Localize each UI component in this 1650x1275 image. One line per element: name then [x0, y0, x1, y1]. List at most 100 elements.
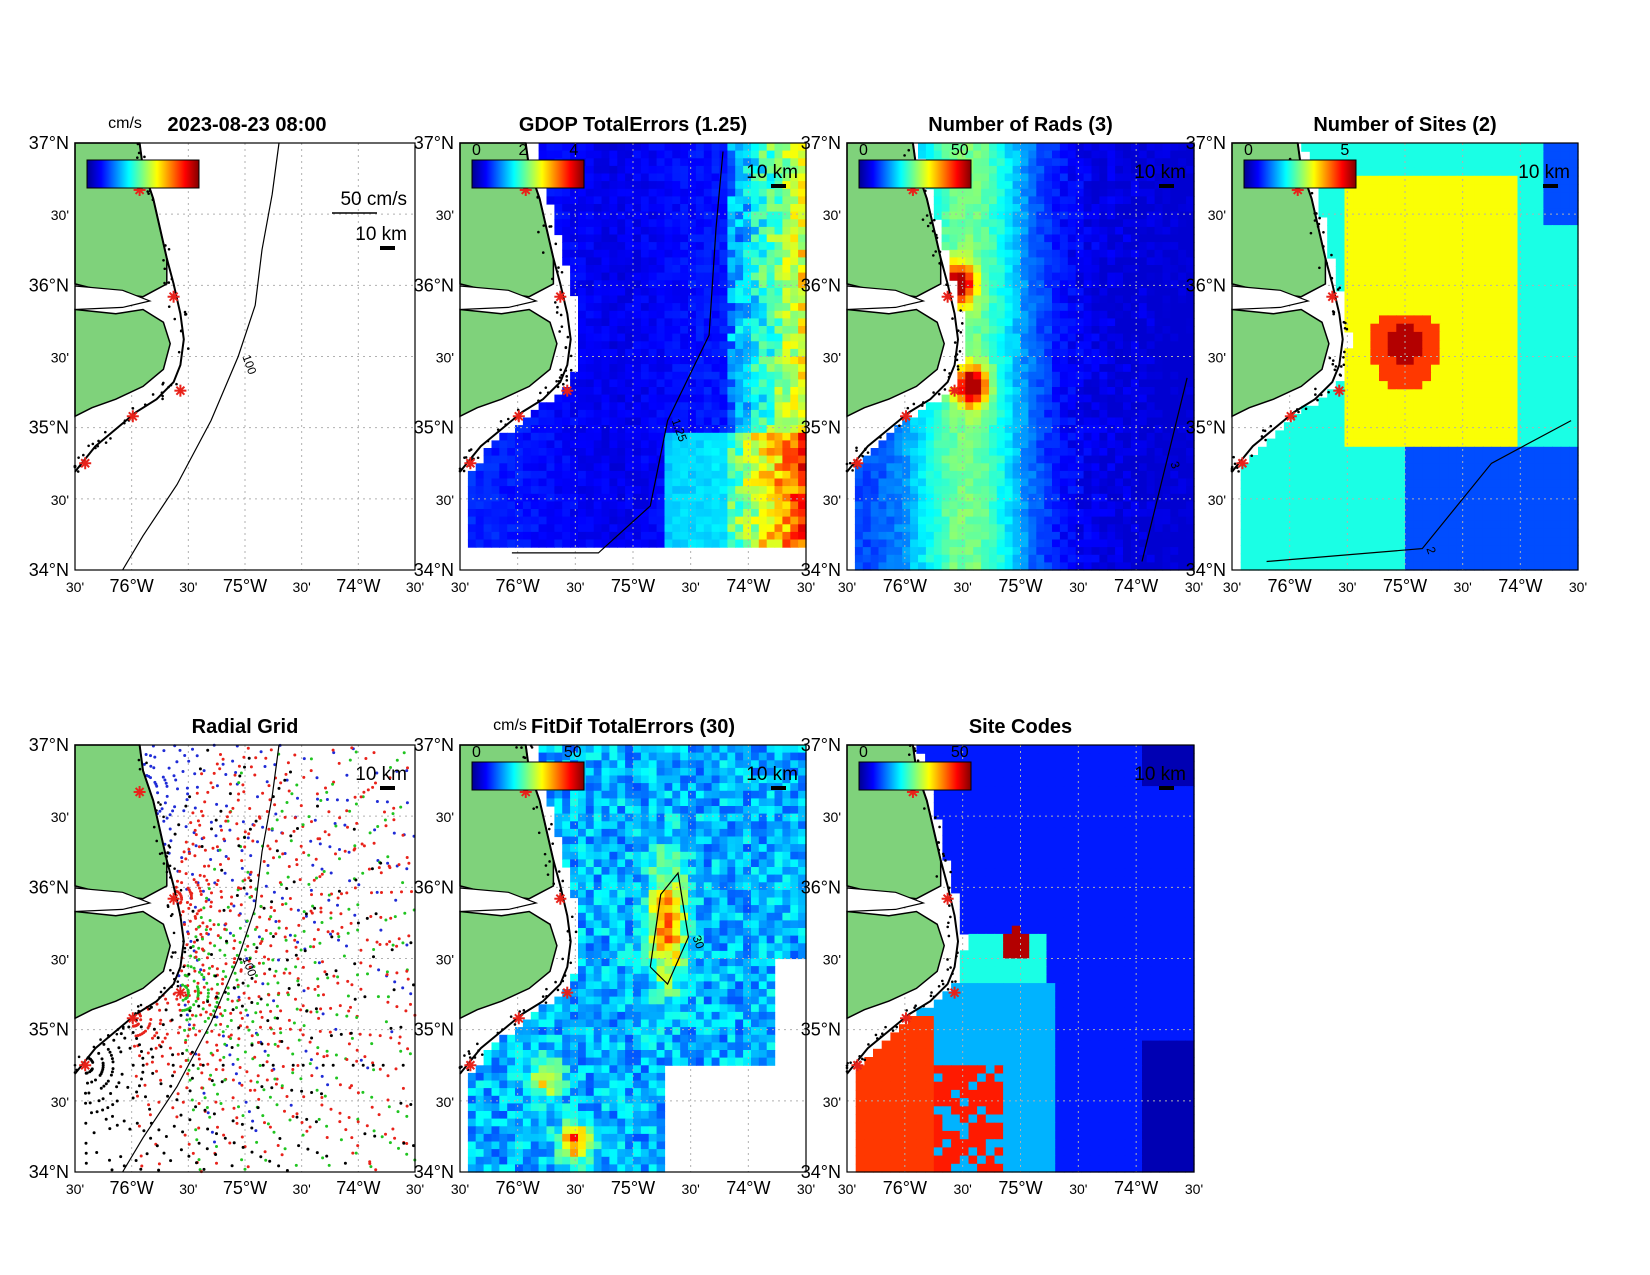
data-cell: [1020, 486, 1029, 495]
data-cell: [1020, 165, 1029, 175]
data-cell: [941, 242, 951, 251]
data-cell: [1036, 204, 1045, 213]
data-cell: [894, 501, 903, 510]
data-cell: [996, 196, 1006, 205]
data-cell: [1123, 333, 1132, 342]
data-cell: [766, 531, 776, 541]
data-cell: [1178, 310, 1187, 319]
data-cell: [1059, 364, 1069, 373]
data-cell: [562, 440, 571, 449]
data-cell: [758, 219, 768, 228]
data-cell: [1044, 417, 1053, 426]
data-cell: [854, 501, 864, 510]
data-cell: [719, 211, 728, 220]
data-cell: [941, 470, 951, 480]
data-cell: [664, 448, 673, 457]
data-cell: [546, 440, 555, 449]
coastal-island-dot: [565, 375, 569, 378]
data-cell: [593, 425, 603, 434]
data-cell: [719, 165, 728, 175]
data-cell: [973, 158, 982, 167]
data-cell: [735, 379, 744, 388]
data-cell: [957, 455, 966, 464]
contour-line: [511, 151, 724, 554]
data-cell: [1138, 348, 1148, 358]
data-cell: [1560, 151, 1570, 160]
data-cell: [515, 486, 524, 495]
data-cell: [1123, 509, 1132, 518]
data-cell: [680, 348, 689, 358]
data-cell: [1130, 501, 1140, 510]
data-cell: [790, 173, 799, 182]
data-cell: [585, 188, 595, 197]
data-cell: [1130, 509, 1140, 518]
x-tick-label: 30': [451, 579, 469, 595]
data-cell: [981, 257, 990, 266]
data-cell: [1028, 448, 1037, 457]
data-cell: [1052, 493, 1061, 502]
data-cell: [585, 394, 595, 403]
data-cell: [1036, 394, 1045, 403]
data-cell: [918, 463, 927, 472]
coastal-island-dot: [953, 341, 957, 344]
data-cell: [1130, 531, 1140, 541]
contour-line: [122, 142, 280, 571]
data-cell: [973, 226, 982, 236]
coastal-island-dot: [564, 346, 568, 349]
data-cell: [633, 455, 642, 464]
data-cell: [719, 196, 728, 205]
data-cell: [703, 265, 713, 274]
data-cell: [735, 486, 744, 495]
data-cell: [1162, 211, 1171, 220]
data-cell: [1044, 554, 1053, 563]
data-cell: [601, 265, 610, 274]
data-cell: [1020, 509, 1029, 518]
data-cell: [1162, 234, 1171, 243]
data-cell: [601, 181, 610, 190]
data-cell: [1012, 455, 1022, 464]
data-cell: [973, 219, 982, 228]
data-cell: [1059, 562, 1069, 571]
data-cell: [578, 478, 587, 487]
data-cell: [1107, 272, 1116, 281]
data-cell: [1178, 287, 1187, 297]
data-cell: [1162, 272, 1171, 281]
data-cell: [1123, 402, 1132, 411]
data-cell: [672, 470, 681, 480]
data-cell: [941, 539, 951, 548]
data-cell: [918, 501, 927, 510]
data-cell: [672, 501, 681, 510]
data-cell: [1083, 501, 1093, 510]
data-cell: [1186, 501, 1195, 510]
data-cell: [1028, 524, 1037, 533]
data-cell: [1012, 394, 1022, 403]
data-cell: [973, 371, 982, 380]
data-cell: [1075, 356, 1085, 365]
data-cell: [751, 280, 760, 289]
data-cell: [1083, 509, 1093, 518]
data-cell: [918, 531, 927, 541]
data-cell: [1335, 151, 1346, 160]
data-cell: [672, 287, 681, 297]
data-cell: [1099, 524, 1108, 533]
data-cell: [1067, 219, 1077, 228]
data-cell: [996, 547, 1006, 556]
data-cell: [1115, 249, 1124, 258]
data-cell: [758, 188, 768, 197]
data-cell: [1344, 151, 1354, 160]
data-cell: [1146, 257, 1156, 266]
y-tick-label: 35°N: [801, 418, 841, 438]
current-vector-arrow: [0, 0, 356, 482]
current-vector-arrow: [0, 0, 369, 307]
data-cell: [585, 448, 595, 457]
data-cell: [593, 287, 603, 297]
data-cell: [491, 516, 500, 525]
data-cell: [617, 409, 626, 419]
data-cell: [695, 181, 705, 190]
data-cell: [1170, 501, 1179, 510]
data-cell: [1052, 333, 1061, 342]
data-cell: [1044, 310, 1053, 319]
data-cell: [695, 204, 705, 213]
data-cell: [1178, 524, 1187, 533]
data-cell: [1138, 394, 1148, 403]
